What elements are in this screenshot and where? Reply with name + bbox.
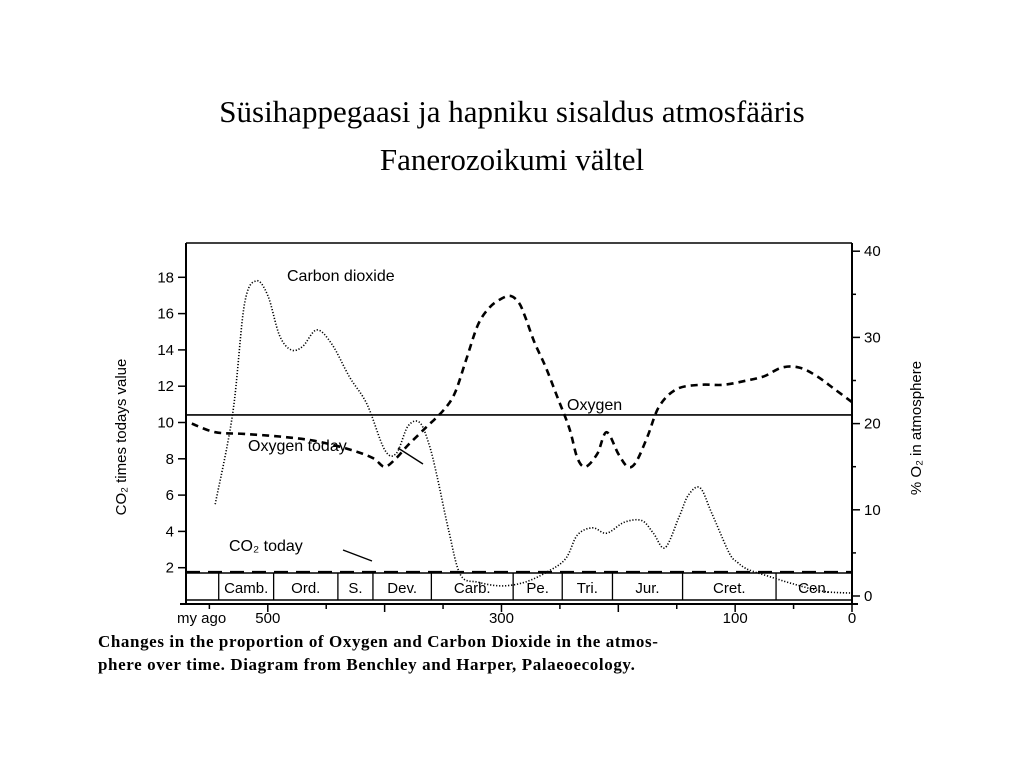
period-label: Jur. [635,580,659,597]
right-axis-title: % O₂ in atmosphere [908,361,925,495]
oxygen-today-label: Oxygen today [248,438,347,455]
x-axis-label: my ago [177,610,226,627]
co2-today-label: CO₂ today [229,538,303,555]
x-tick-label: 300 [489,610,514,627]
left-tick-label: 8 [166,451,174,468]
period-label: Carb. [454,580,491,597]
period-label: S. [348,580,362,597]
left-tick-label: 18 [157,269,174,286]
right-tick-label: 0 [864,588,872,605]
right-tick-label: 30 [864,329,881,346]
carbon-dioxide-line [214,279,853,594]
title-line-2: Fanerozoikumi vältel [379,142,645,177]
period-label: Pe. [526,580,549,597]
left-tick-label: 10 [157,415,174,432]
x-tick-label: 100 [723,610,748,627]
left-tick-label: 6 [166,487,174,504]
caption-line-1: Changes in the proportion of Oxygen and … [98,632,659,651]
slide-title: Süsihappegaasi ja hapniku sisaldus atmos… [0,88,1024,184]
right-tick-label: 10 [864,502,881,519]
left-axis-title: CO₂ times todays value [113,359,130,516]
left-tick-label: 4 [166,523,174,540]
left-tick-label: 16 [157,306,174,323]
period-label: Dev. [387,580,417,597]
oxygen-label: Oxygen [567,397,622,414]
co2-today-arrow [342,549,373,562]
x-tick-label: 500 [255,610,280,627]
x-tick-label: 0 [848,610,856,627]
figure-caption: Changes in the proportion of Oxygen and … [98,630,978,676]
period-label: Cret. [713,580,746,597]
period-label: Tri. [577,580,598,597]
caption-line-2: phere over time. Diagram from Benchley a… [98,655,636,674]
period-label: Cen. [798,580,830,597]
left-tick-label: 2 [166,560,174,577]
left-tick-label: 12 [157,378,174,395]
period-label: Camb. [224,580,268,597]
title-line-1: Süsihappegaasi ja hapniku sisaldus atmos… [219,94,805,129]
left-tick-label: 14 [157,342,174,359]
carbon-dioxide-label: Carbon dioxide [287,268,395,285]
period-label: Ord. [291,580,320,597]
right-tick-label: 20 [864,416,881,433]
right-tick-label: 40 [864,243,881,260]
oxygen-today-arrow [397,447,424,465]
